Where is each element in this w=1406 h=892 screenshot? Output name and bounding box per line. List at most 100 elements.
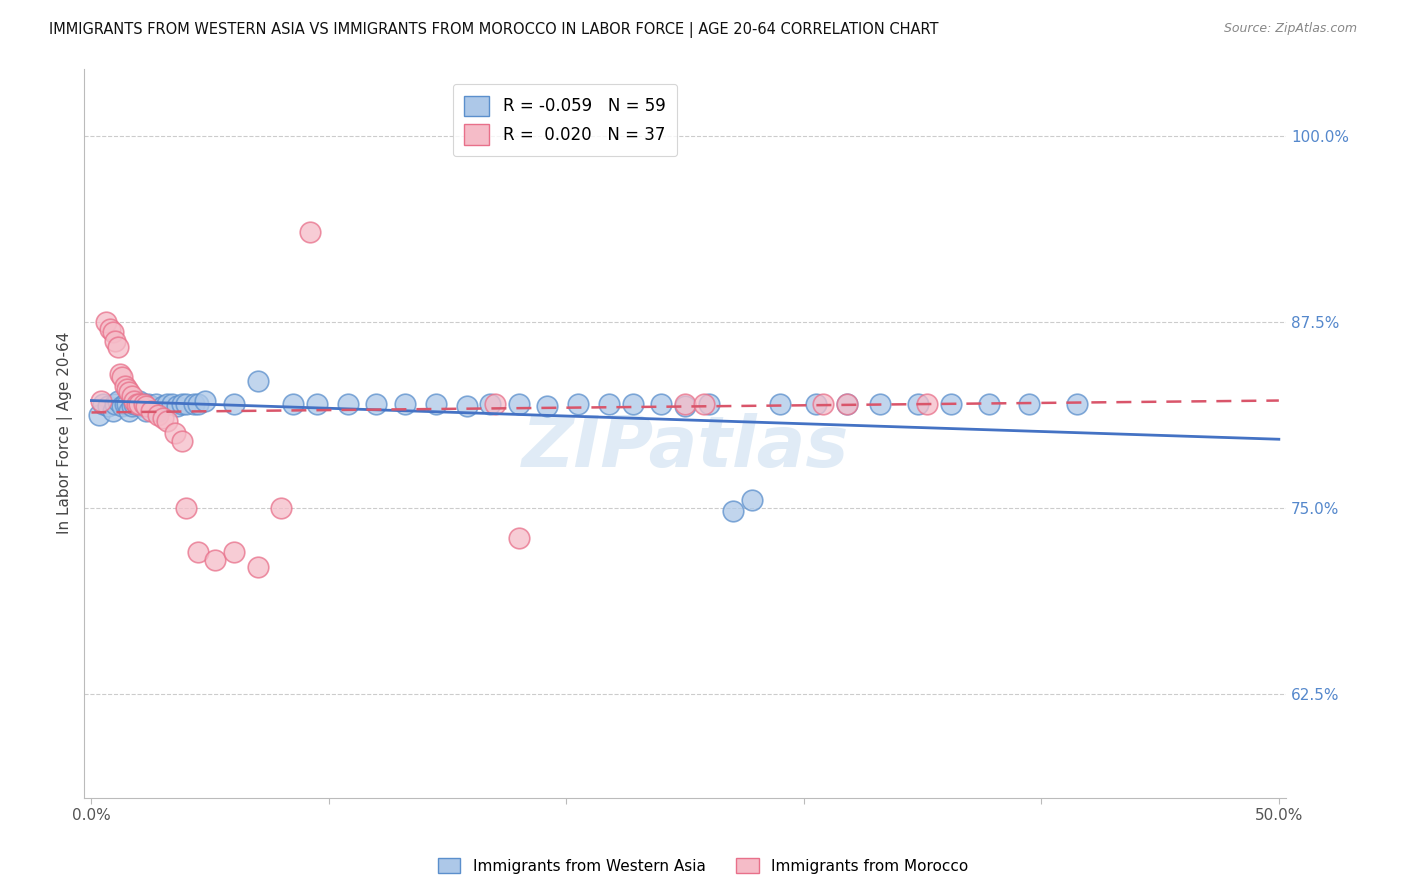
Point	[122, 393, 145, 408]
Point	[650, 396, 672, 410]
Point	[122, 396, 145, 410]
Point	[125, 396, 148, 410]
Point	[139, 404, 162, 418]
Point	[139, 400, 162, 414]
Point	[769, 396, 792, 410]
Point	[100, 322, 122, 336]
Point	[283, 396, 305, 410]
Point	[108, 367, 131, 381]
Point	[107, 340, 129, 354]
Point	[101, 325, 124, 339]
Point	[138, 396, 160, 410]
Point	[536, 400, 558, 414]
Point	[166, 400, 188, 414]
Point	[939, 396, 962, 410]
Point	[835, 396, 858, 410]
Point	[673, 400, 696, 414]
Legend: R = -0.059   N = 59, R =  0.020   N = 37: R = -0.059 N = 59, R = 0.020 N = 37	[453, 84, 678, 156]
Point	[977, 396, 1000, 410]
Point	[394, 396, 416, 410]
Point	[183, 396, 205, 410]
Point	[156, 396, 179, 410]
Point	[128, 393, 150, 408]
Point	[111, 369, 134, 384]
Point	[246, 374, 269, 388]
Point	[91, 396, 114, 410]
Point	[425, 396, 447, 410]
Point	[160, 396, 183, 410]
Point	[741, 493, 763, 508]
Point	[721, 504, 744, 518]
Point	[104, 396, 127, 410]
Legend: Immigrants from Western Asia, Immigrants from Morocco: Immigrants from Western Asia, Immigrants…	[432, 852, 974, 880]
Point	[366, 396, 388, 410]
Point	[298, 225, 321, 239]
Point	[176, 396, 198, 410]
Point	[132, 396, 155, 410]
Point	[305, 396, 328, 410]
Point	[152, 411, 174, 425]
Point	[145, 396, 167, 410]
Point	[484, 396, 506, 410]
Point	[115, 382, 138, 396]
Point	[194, 393, 217, 408]
Point	[107, 393, 129, 408]
Point	[621, 396, 644, 410]
Point	[697, 396, 720, 410]
Point	[508, 531, 530, 545]
Point	[479, 396, 502, 410]
Point	[129, 400, 152, 414]
Point	[673, 396, 696, 410]
Point	[135, 400, 157, 414]
Point	[115, 396, 138, 410]
Point	[114, 396, 136, 410]
Point	[187, 396, 209, 410]
Point	[804, 396, 827, 410]
Point	[104, 334, 127, 348]
Point	[94, 315, 117, 329]
Point	[170, 434, 193, 448]
Point	[336, 396, 359, 410]
Point	[114, 378, 136, 392]
Point	[101, 404, 124, 418]
Point	[693, 396, 716, 410]
Point	[121, 389, 143, 403]
Point	[835, 396, 858, 410]
Point	[869, 396, 891, 410]
Point	[811, 396, 834, 410]
Point	[128, 396, 150, 410]
Point	[156, 414, 179, 428]
Point	[204, 553, 226, 567]
Point	[135, 404, 157, 418]
Point	[222, 396, 245, 410]
Point	[176, 500, 198, 515]
Point	[125, 396, 148, 410]
Text: IMMIGRANTS FROM WESTERN ASIA VS IMMIGRANTS FROM MOROCCO IN LABOR FORCE | AGE 20-: IMMIGRANTS FROM WESTERN ASIA VS IMMIGRAN…	[49, 22, 939, 38]
Point	[1066, 396, 1088, 410]
Point	[567, 396, 589, 410]
Point	[121, 400, 143, 414]
Point	[132, 396, 155, 410]
Point	[187, 545, 209, 559]
Point	[907, 396, 929, 410]
Point	[87, 409, 110, 423]
Point	[97, 400, 120, 414]
Text: ZIPatlas: ZIPatlas	[522, 413, 849, 483]
Point	[90, 393, 112, 408]
Point	[152, 400, 174, 414]
Text: Source: ZipAtlas.com: Source: ZipAtlas.com	[1223, 22, 1357, 36]
Point	[222, 545, 245, 559]
Point	[118, 404, 141, 418]
Point	[146, 404, 169, 418]
Point	[508, 396, 530, 410]
Point	[598, 396, 620, 410]
Point	[1018, 396, 1040, 410]
Point	[246, 560, 269, 574]
Y-axis label: In Labor Force | Age 20-64: In Labor Force | Age 20-64	[58, 332, 73, 534]
Point	[456, 400, 478, 414]
Point	[163, 426, 186, 441]
Point	[118, 384, 141, 399]
Point	[170, 396, 193, 410]
Point	[111, 400, 134, 414]
Point	[146, 409, 169, 423]
